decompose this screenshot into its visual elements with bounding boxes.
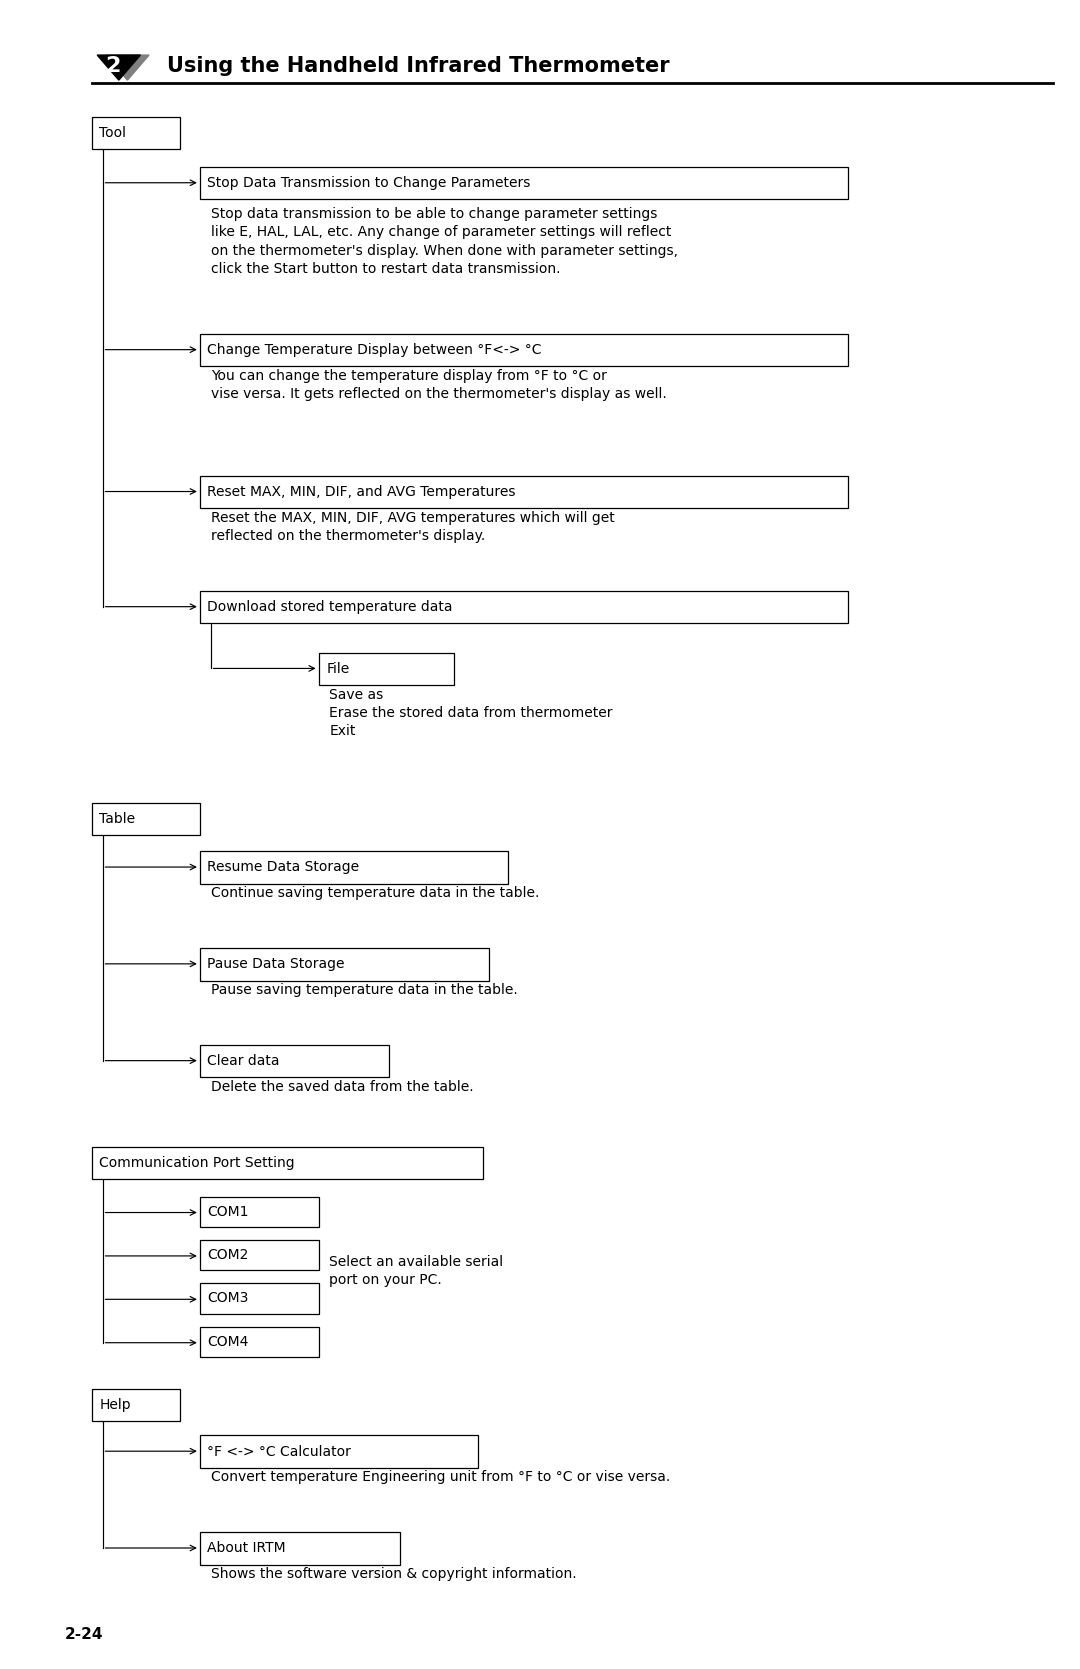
Bar (92, 117, 180, 149)
Bar (200, 1283, 319, 1314)
Text: About IRTM: About IRTM (207, 1542, 286, 1556)
Text: Reset the MAX, MIN, DIF, AVG temperatures which will get
reflected on the thermo: Reset the MAX, MIN, DIF, AVG temperature… (211, 511, 615, 542)
Text: Stop Data Transmission to Change Parameters: Stop Data Transmission to Change Paramet… (207, 177, 530, 190)
Text: Reset MAX, MIN, DIF, and AVG Temperatures: Reset MAX, MIN, DIF, and AVG Temperature… (207, 486, 516, 499)
Bar (200, 1435, 478, 1469)
Bar (200, 476, 848, 509)
Text: Help: Help (99, 1399, 131, 1412)
Text: Tool: Tool (99, 127, 126, 140)
Bar (92, 803, 200, 836)
Text: File: File (326, 663, 350, 676)
Text: Save as
Erase the stored data from thermometer
Exit: Save as Erase the stored data from therm… (329, 688, 613, 738)
Text: Convert temperature Engineering unit from °F to °C or vise versa.: Convert temperature Engineering unit fro… (211, 1470, 670, 1484)
Text: Change Temperature Display between °F<-> °C: Change Temperature Display between °F<->… (207, 344, 542, 357)
Polygon shape (97, 55, 140, 80)
Text: 2: 2 (106, 57, 121, 75)
Bar (92, 1389, 180, 1420)
Bar (200, 1532, 400, 1566)
Text: COM4: COM4 (207, 1335, 248, 1349)
Text: Pause saving temperature data in the table.: Pause saving temperature data in the tab… (211, 983, 517, 996)
Bar (92, 1147, 483, 1178)
Text: 2-24: 2-24 (65, 1627, 104, 1642)
Text: °F <-> °C Calculator: °F <-> °C Calculator (207, 1445, 351, 1459)
Text: Pause Data Storage: Pause Data Storage (207, 958, 345, 971)
Bar (319, 653, 454, 684)
Text: You can change the temperature display from °F to °C or
vise versa. It gets refl: You can change the temperature display f… (211, 369, 666, 401)
Bar (200, 334, 848, 366)
Bar (200, 167, 848, 200)
Text: COM3: COM3 (207, 1292, 248, 1305)
Bar (200, 1045, 389, 1078)
Bar (200, 1240, 319, 1270)
Text: Using the Handheld Infrared Thermometer: Using the Handheld Infrared Thermometer (167, 57, 670, 75)
Text: Select an available serial
port on your PC.: Select an available serial port on your … (329, 1255, 503, 1287)
Text: Resume Data Storage: Resume Data Storage (207, 861, 360, 875)
Bar (200, 591, 848, 623)
Bar (200, 1327, 319, 1357)
Bar (200, 1197, 319, 1227)
Text: COM2: COM2 (207, 1248, 248, 1262)
Text: Table: Table (99, 813, 135, 826)
Text: COM1: COM1 (207, 1205, 248, 1218)
Text: Delete the saved data from the table.: Delete the saved data from the table. (211, 1080, 473, 1093)
Text: Shows the software version & copyright information.: Shows the software version & copyright i… (211, 1567, 577, 1581)
Text: Download stored temperature data: Download stored temperature data (207, 601, 453, 614)
Text: Continue saving temperature data in the table.: Continue saving temperature data in the … (211, 886, 539, 900)
Text: Clear data: Clear data (207, 1055, 280, 1068)
Bar (200, 851, 508, 885)
Polygon shape (106, 55, 149, 80)
Text: Communication Port Setting: Communication Port Setting (99, 1157, 295, 1170)
Bar (200, 948, 489, 981)
Text: Stop data transmission to be able to change parameter settings
like E, HAL, LAL,: Stop data transmission to be able to cha… (211, 207, 677, 275)
